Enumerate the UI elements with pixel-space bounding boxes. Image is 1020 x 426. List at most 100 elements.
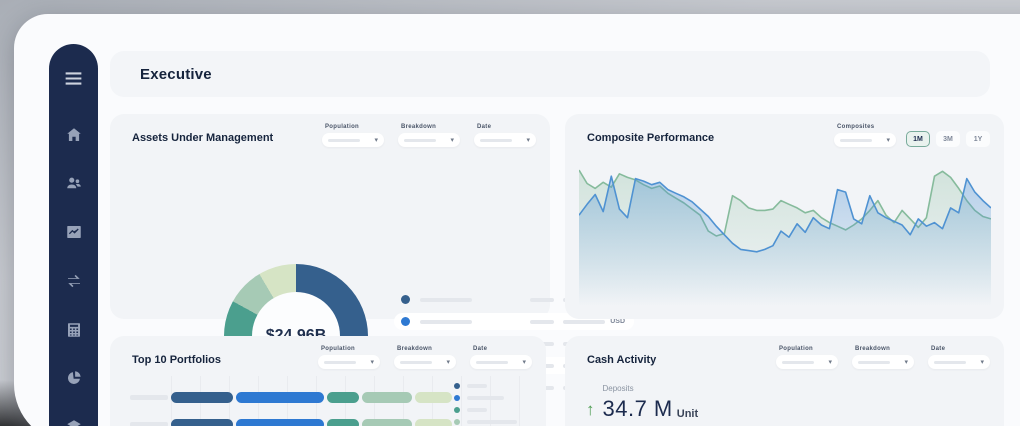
range-button-1y[interactable]: 1Y [966, 131, 990, 147]
sidebar-item-home[interactable] [49, 118, 98, 152]
legend-item [454, 406, 517, 414]
filter-label: Date [931, 346, 946, 352]
select-placeholder [858, 360, 890, 364]
card-top-10-portfolios: Top 10 Portfolios Population ▾ Breakdown… [110, 336, 546, 426]
card-composite-performance: Composite Performance Composites ▾ 1M 3M 1… [565, 114, 1004, 319]
legend-dot [454, 419, 460, 425]
filter-breakdown: Breakdown ▾ [852, 346, 914, 369]
breakdown-select[interactable]: ▾ [398, 133, 460, 147]
legend-item [454, 382, 517, 390]
chevron-down-icon: ▾ [522, 358, 526, 366]
filter-label: Breakdown [401, 124, 437, 130]
chevron-down-icon: ▾ [904, 358, 908, 366]
portfolio-bar-row[interactable] [130, 419, 530, 426]
legend-item [454, 394, 517, 402]
portfolio-bar-row[interactable] [130, 392, 530, 403]
sidebar-item-transfers[interactable] [49, 264, 98, 298]
sidebar-item-layers[interactable] [49, 410, 98, 426]
filter-population: Population ▾ [318, 346, 380, 369]
row-label-placeholder [420, 297, 472, 302]
calculator-icon [67, 322, 80, 337]
population-select[interactable]: ▾ [322, 133, 384, 147]
filter-label: Population [321, 346, 355, 352]
chevron-down-icon: ▾ [374, 136, 378, 144]
series-blue-area [579, 176, 991, 306]
card-title: Top 10 Portfolios [132, 354, 222, 366]
legend-dot [454, 383, 460, 389]
chevron-down-icon: ▾ [370, 358, 374, 366]
date-select[interactable]: ▾ [474, 133, 536, 147]
select-placeholder [782, 360, 814, 364]
portfolios-legend [454, 382, 517, 426]
range-button-1m[interactable]: 1M [906, 131, 930, 147]
date-select[interactable]: ▾ [470, 355, 532, 369]
composite-performance-chart[interactable] [579, 156, 991, 306]
currency-label: USD [610, 318, 625, 325]
users-icon [66, 178, 81, 189]
sidebar-item-menu[interactable] [49, 62, 98, 96]
breakdown-select[interactable]: ▾ [394, 355, 456, 369]
portfolios-bar-chart[interactable] [130, 392, 530, 426]
row-value-placeholder [530, 297, 555, 302]
filter-label: Breakdown [397, 346, 433, 352]
legend-dot [454, 407, 460, 413]
legend-dot [454, 395, 460, 401]
page-title: Executive [140, 65, 212, 83]
stacked-bar [171, 419, 452, 426]
sidebar-item-allocation[interactable] [49, 361, 98, 395]
metric-label: Deposits [602, 384, 634, 393]
select-placeholder [840, 138, 872, 142]
card-title: Composite Performance [587, 132, 715, 144]
select-placeholder [324, 360, 356, 364]
sidebar [49, 44, 98, 426]
row-label-placeholder [130, 422, 168, 426]
legend-label-placeholder [467, 408, 487, 412]
metric-unit: Unit [676, 408, 699, 420]
filter-population: Population ▾ [322, 124, 384, 147]
filter-label: Population [325, 124, 359, 130]
legend-label-placeholder [467, 396, 504, 400]
chevron-down-icon: ▾ [446, 358, 450, 366]
row-value-placeholder [563, 319, 606, 324]
filter-date: Date ▾ [470, 346, 532, 369]
date-select[interactable]: ▾ [928, 355, 990, 369]
filter-label: Date [477, 124, 492, 130]
filter-bar: Population ▾ Breakdown ▾ Date ▾ [318, 346, 532, 369]
page-header: Executive [110, 51, 990, 97]
composites-filter: Composites ▾ [834, 124, 896, 147]
select-placeholder [404, 138, 436, 142]
deposits-metric: ↑ Deposits 34.7 M Unit [586, 384, 698, 422]
metric-value: 34.7 M [602, 396, 673, 421]
filter-label: Population [779, 346, 813, 352]
population-select[interactable]: ▾ [776, 355, 838, 369]
row-label-placeholder [130, 395, 168, 400]
transfers-icon [67, 274, 80, 287]
chevron-down-icon: ▾ [450, 136, 454, 144]
card-assets-under-management: Assets Under Management Population ▾ Bre… [110, 114, 634, 408]
filter-breakdown: Breakdown ▾ [398, 124, 460, 147]
sidebar-item-calculator[interactable] [49, 313, 98, 347]
allocation-icon [67, 371, 81, 385]
breakdown-select[interactable]: ▾ [852, 355, 914, 369]
bar-segment-navy [171, 419, 233, 426]
app-canvas: Executive Assets Under Management Popula… [14, 14, 1020, 426]
bar-segment-blue [236, 392, 324, 403]
sidebar-item-users[interactable] [49, 167, 98, 201]
card-cash-activity: Cash Activity Population ▾ Breakdown ▾ D… [565, 336, 1004, 426]
chevron-down-icon: ▾ [526, 136, 530, 144]
population-select[interactable]: ▾ [318, 355, 380, 369]
select-placeholder [480, 138, 512, 142]
legend-label-placeholder [467, 384, 487, 388]
legend-label-placeholder [467, 420, 517, 424]
filter-bar: Population ▾ Breakdown ▾ Date ▾ [776, 346, 990, 369]
sidebar-item-performance[interactable] [49, 215, 98, 249]
bar-segment-pale [415, 392, 452, 403]
chevron-down-icon: ▾ [980, 358, 984, 366]
range-button-3m[interactable]: 3M [936, 131, 960, 147]
filter-label: Date [473, 346, 488, 352]
layers-icon [66, 420, 81, 426]
filter-label: Composites [837, 124, 875, 130]
card-title: Cash Activity [587, 354, 657, 366]
composites-select[interactable]: ▾ [834, 133, 896, 147]
